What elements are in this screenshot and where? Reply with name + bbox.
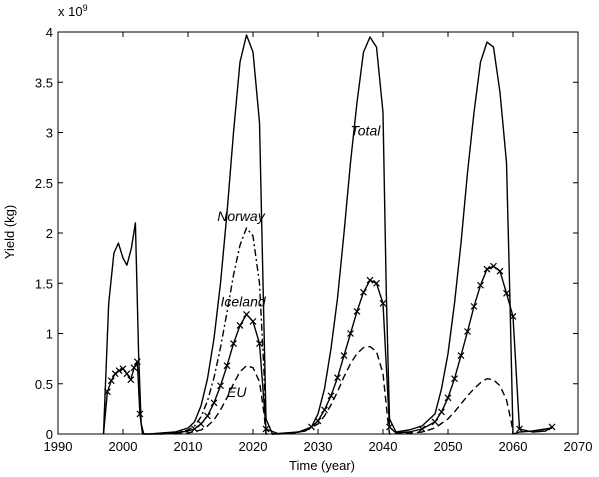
data-point-iceland: [327, 392, 335, 400]
data-point-iceland: [243, 310, 250, 318]
data-point-iceland: [314, 417, 322, 425]
y-tick-label: 2.5: [35, 176, 53, 191]
y-axis-multiplier: x 109: [58, 3, 88, 19]
data-point-iceland: [353, 307, 361, 315]
data-point-iceland: [438, 408, 445, 416]
data-point-iceland: [457, 352, 465, 360]
x-tick-label: 2070: [564, 439, 593, 454]
data-point-iceland: [223, 362, 231, 370]
data-point-iceland: [191, 425, 198, 433]
data-point-iceland: [133, 358, 141, 366]
data-point-iceland: [197, 420, 205, 428]
x-tick-label: 2060: [499, 439, 528, 454]
y-tick-label: 1: [46, 327, 53, 342]
data-point-iceland: [470, 302, 478, 310]
y-tick-label: 3: [46, 126, 53, 141]
data-point-iceland: [444, 394, 452, 402]
data-point-iceland: [123, 370, 131, 378]
y-tick-label: 1.5: [35, 276, 53, 291]
data-point-iceland: [366, 276, 374, 284]
y-tick-label: 2: [46, 226, 53, 241]
x-tick-label: 2050: [434, 439, 463, 454]
data-point-iceland: [103, 388, 111, 396]
x-tick-label: 2040: [369, 439, 398, 454]
data-point-iceland: [509, 312, 517, 320]
annotation-total: Total: [351, 123, 382, 139]
y-tick-label: 3.5: [35, 75, 53, 90]
data-point-iceland: [386, 423, 393, 431]
data-point-iceland: [373, 279, 380, 287]
series-line-eu: [174, 345, 514, 435]
x-tick-label: 2010: [174, 439, 203, 454]
data-point-iceland: [379, 299, 387, 307]
data-point-iceland: [136, 410, 144, 418]
data-point-iceland: [340, 352, 348, 360]
x-axis-title: Time (year): [289, 458, 355, 473]
data-point-iceland: [217, 382, 224, 390]
series-line-total: [102, 34, 553, 435]
data-point-iceland: [418, 425, 426, 433]
annotation-iceland: Iceland: [221, 293, 267, 309]
data-point-iceland: [249, 318, 257, 325]
data-point-iceland: [230, 340, 237, 347]
annotation-norway: Norway: [217, 208, 265, 224]
data-point-iceland: [483, 265, 491, 273]
y-axis-multiplier-base: x 10: [58, 4, 83, 19]
data-point-iceland: [503, 289, 510, 297]
data-point-iceland: [107, 377, 115, 385]
data-point-iceland: [115, 367, 123, 375]
data-point-iceland: [477, 281, 484, 289]
data-point-iceland: [334, 374, 341, 382]
data-point-iceland: [431, 418, 439, 426]
data-point-iceland: [127, 376, 135, 384]
y-tick-label: 0: [46, 427, 53, 442]
x-tick-label: 1990: [44, 439, 73, 454]
series-line-norway: [155, 227, 267, 435]
data-point-iceland: [210, 399, 218, 407]
data-point-iceland: [490, 262, 497, 270]
x-tick-label: 2020: [239, 439, 268, 454]
x-tick-label: 2000: [109, 439, 138, 454]
data-point-iceland: [516, 425, 523, 433]
data-point-iceland: [464, 328, 471, 335]
y-tick-label: 0.5: [35, 377, 53, 392]
data-point-iceland: [451, 375, 458, 383]
annotation-eu: EU: [227, 384, 247, 400]
data-point-iceland: [119, 365, 127, 373]
data-point-iceland: [111, 370, 119, 378]
series-line-iceland: [102, 265, 553, 435]
data-point-iceland: [256, 340, 263, 347]
data-point-iceland: [360, 288, 367, 296]
x-tick-label: 2030: [304, 439, 333, 454]
y-tick-label: 4: [46, 25, 53, 40]
data-point-iceland: [347, 330, 354, 337]
data-point-iceland: [321, 406, 328, 414]
y-axis-title: Yield (kg): [2, 205, 17, 259]
data-point-iceland: [204, 412, 211, 420]
data-point-iceland: [236, 322, 244, 329]
data-point-iceland: [496, 267, 504, 275]
data-point-iceland: [130, 364, 138, 372]
y-axis-multiplier-exponent: 9: [83, 3, 88, 13]
data-point-iceland: [548, 423, 556, 431]
